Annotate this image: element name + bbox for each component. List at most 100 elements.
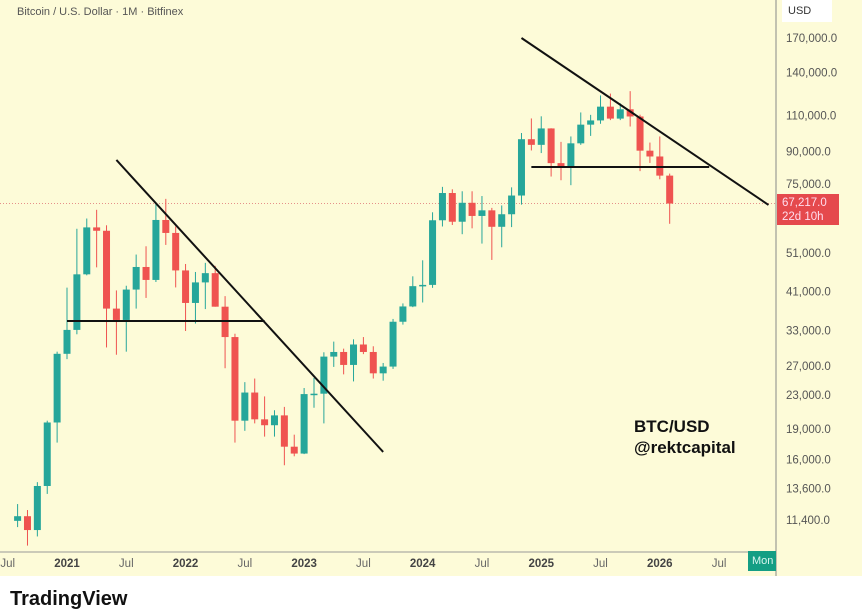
candle-body: [517, 139, 525, 196]
candle: [399, 303, 407, 325]
candle-body: [379, 366, 387, 374]
price-tick-label: 90,000.0: [786, 146, 831, 158]
candle: [666, 173, 674, 224]
candle-body: [666, 175, 674, 204]
candle: [122, 285, 130, 352]
time-tick-label: 2023: [291, 558, 317, 570]
time-axis[interactable]: Jul 2021 Jul 2022 Jul 2023 Jul 2024 Jul 2025 Jul 20…: [0, 558, 726, 570]
price-tick-label: 19,000.0: [786, 424, 831, 436]
candle-body: [231, 337, 239, 421]
drawings[interactable]: [67, 37, 770, 453]
candle: [488, 207, 496, 260]
candle: [350, 339, 358, 382]
candle-body: [122, 289, 130, 320]
candle: [567, 136, 575, 186]
price-tick-label: 140,000.0: [786, 68, 837, 80]
chart-background: [0, 0, 862, 576]
candle-body: [547, 128, 555, 164]
candle: [23, 510, 31, 546]
candle-body: [359, 344, 367, 352]
price-tick-label: 41,000.0: [786, 287, 831, 299]
time-tick-label: 2021: [54, 558, 80, 570]
time-tick-label: 2026: [647, 558, 673, 570]
candle-body: [498, 214, 506, 227]
candle: [73, 228, 81, 335]
candle-body: [142, 266, 150, 280]
candle: [162, 198, 170, 245]
candle: [43, 420, 51, 494]
candle: [330, 341, 338, 367]
candle: [409, 276, 417, 308]
price-tick-label: 110,000.0: [786, 111, 836, 123]
candle: [33, 482, 41, 537]
candle-body: [261, 419, 269, 426]
candle: [152, 204, 160, 282]
time-tick-label: 2025: [528, 558, 554, 570]
candle-body: [53, 353, 61, 423]
candle: [646, 142, 654, 163]
trendline[interactable]: [520, 37, 770, 206]
currency-label[interactable]: USD: [782, 0, 832, 22]
candle: [300, 388, 308, 455]
trendline[interactable]: [115, 159, 384, 453]
candle: [498, 205, 506, 248]
candle-body: [458, 202, 466, 222]
candle-body: [567, 143, 575, 167]
candle: [280, 406, 288, 466]
time-tick-label: Jul: [237, 558, 252, 570]
last-price-label: 67,217.0 22d 10h: [777, 194, 839, 225]
candle-body: [14, 516, 22, 521]
candles: [14, 91, 674, 546]
candle: [340, 348, 348, 375]
time-tick-label: 2024: [410, 558, 436, 570]
candle-body: [330, 351, 338, 357]
price-tick-label: 13,600.0: [786, 484, 831, 496]
candle: [270, 410, 278, 437]
candle: [132, 254, 140, 309]
candle: [537, 116, 545, 154]
time-tick-label: Jul: [475, 558, 490, 570]
candle: [261, 396, 269, 437]
candle-body: [587, 120, 595, 125]
time-tick-label: Jul: [119, 558, 134, 570]
candle-body: [290, 446, 298, 454]
candle-body: [438, 193, 446, 221]
candle-body: [557, 163, 565, 167]
candle-body: [132, 266, 140, 290]
candle-body: [211, 273, 219, 307]
candle-body: [270, 415, 278, 426]
candle-body: [527, 139, 535, 145]
candle-body: [597, 106, 605, 121]
candle-body: [577, 124, 585, 144]
candle: [14, 504, 22, 528]
candle-body: [646, 150, 654, 157]
candle-body: [320, 356, 328, 394]
candle-body: [103, 230, 111, 309]
candle: [448, 189, 456, 225]
candle: [172, 226, 180, 288]
watermark-symbol: BTC/USD: [634, 417, 710, 436]
candle: [231, 333, 239, 443]
watermark: BTC/USD @rektcapital: [634, 416, 736, 458]
candle-body: [43, 422, 51, 486]
last-price-value: 67,217.0: [782, 197, 827, 209]
candle-body: [83, 227, 91, 275]
candle: [201, 262, 209, 310]
candle-body: [182, 270, 190, 303]
candle: [587, 114, 595, 136]
candle: [63, 287, 71, 360]
candle: [508, 187, 516, 228]
candle: [547, 128, 555, 177]
candle-body: [389, 321, 397, 367]
candle-body: [626, 109, 634, 117]
candle: [103, 225, 111, 348]
candle-body: [409, 286, 417, 307]
price-axis[interactable]: 170,000.0 140,000.0 110,000.0 90,000.0 75,00…: [786, 33, 837, 527]
candle: [53, 351, 61, 443]
candle-body: [300, 394, 308, 454]
candle-body: [152, 219, 160, 280]
candle: [636, 114, 644, 172]
candle-body: [350, 344, 358, 365]
candle: [182, 263, 190, 331]
